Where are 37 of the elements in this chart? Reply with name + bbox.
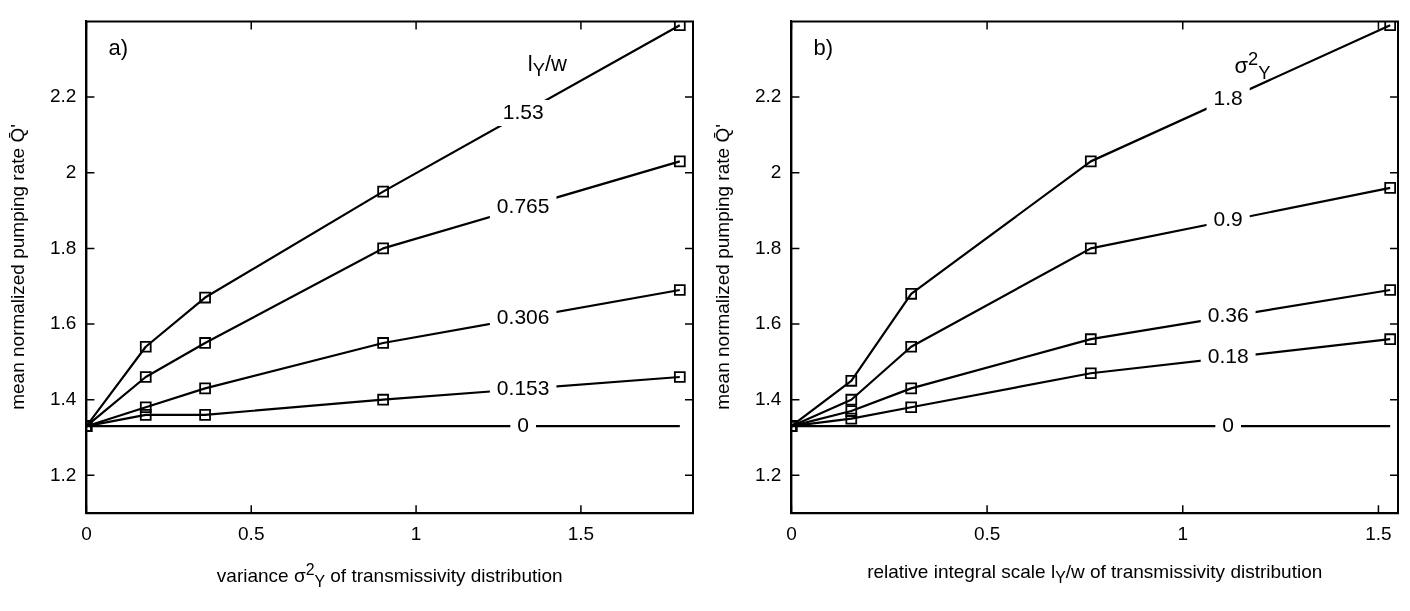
y-tick-label: 1.2 bbox=[754, 463, 782, 485]
y-tick-label: 1.4 bbox=[754, 387, 782, 409]
x-tick-label: 1 bbox=[410, 522, 422, 544]
y-tick-label: 2 bbox=[65, 160, 77, 182]
y-tick-label: 1.6 bbox=[49, 312, 77, 334]
series-label: 0 bbox=[1222, 412, 1234, 436]
y-axis-title: mean normalized pumping rate Q̄' bbox=[712, 124, 735, 411]
y-tick-label: 1.8 bbox=[754, 236, 782, 258]
legend-title: l$_{Y}$/w bbox=[527, 50, 567, 81]
y-tick-label: 2 bbox=[770, 160, 782, 182]
series-label: 0.153 bbox=[496, 375, 550, 399]
series-label: 0.765 bbox=[496, 194, 550, 218]
x-tick-label: 0.5 bbox=[973, 522, 1001, 544]
y-tick-label: 1.2 bbox=[49, 463, 77, 485]
series-label: 0.9 bbox=[1213, 207, 1243, 231]
y-tick-label: 1.8 bbox=[49, 236, 77, 258]
x-tick-label: 0 bbox=[786, 522, 797, 544]
x-tick-label: 0 bbox=[81, 522, 92, 544]
x-tick-label: 1 bbox=[1177, 522, 1189, 544]
series-label: 0 bbox=[517, 412, 529, 436]
series-label: 1.53 bbox=[502, 99, 544, 123]
y-tick-label: 1.6 bbox=[754, 312, 782, 334]
series-label: 1.8 bbox=[1213, 85, 1243, 109]
annotation: a) bbox=[108, 35, 128, 62]
x-tick-label: 0.5 bbox=[238, 522, 265, 544]
series-label: 0.306 bbox=[496, 304, 550, 328]
x-axis-title: variance σ$^{2}$$_{Y}$ of transmissivity distribution bbox=[216, 561, 563, 592]
x-axis-title: relative integral scale l$_{Y}$/w of transmissivity distribution bbox=[867, 561, 1323, 587]
x-tick-label: 1.5 bbox=[567, 522, 595, 544]
y-tick-label: 2.2 bbox=[49, 85, 77, 107]
series-label: 0.18 bbox=[1207, 344, 1249, 368]
y-tick-label: 1.4 bbox=[49, 387, 77, 409]
y-axis-title: mean normalized pumping rate Q̄' bbox=[7, 124, 30, 411]
series-label: 0.36 bbox=[1207, 303, 1249, 327]
annotation: b) bbox=[813, 35, 833, 62]
y-tick-label: 2.2 bbox=[754, 85, 782, 107]
x-tick-label: 1.5 bbox=[1365, 522, 1392, 544]
